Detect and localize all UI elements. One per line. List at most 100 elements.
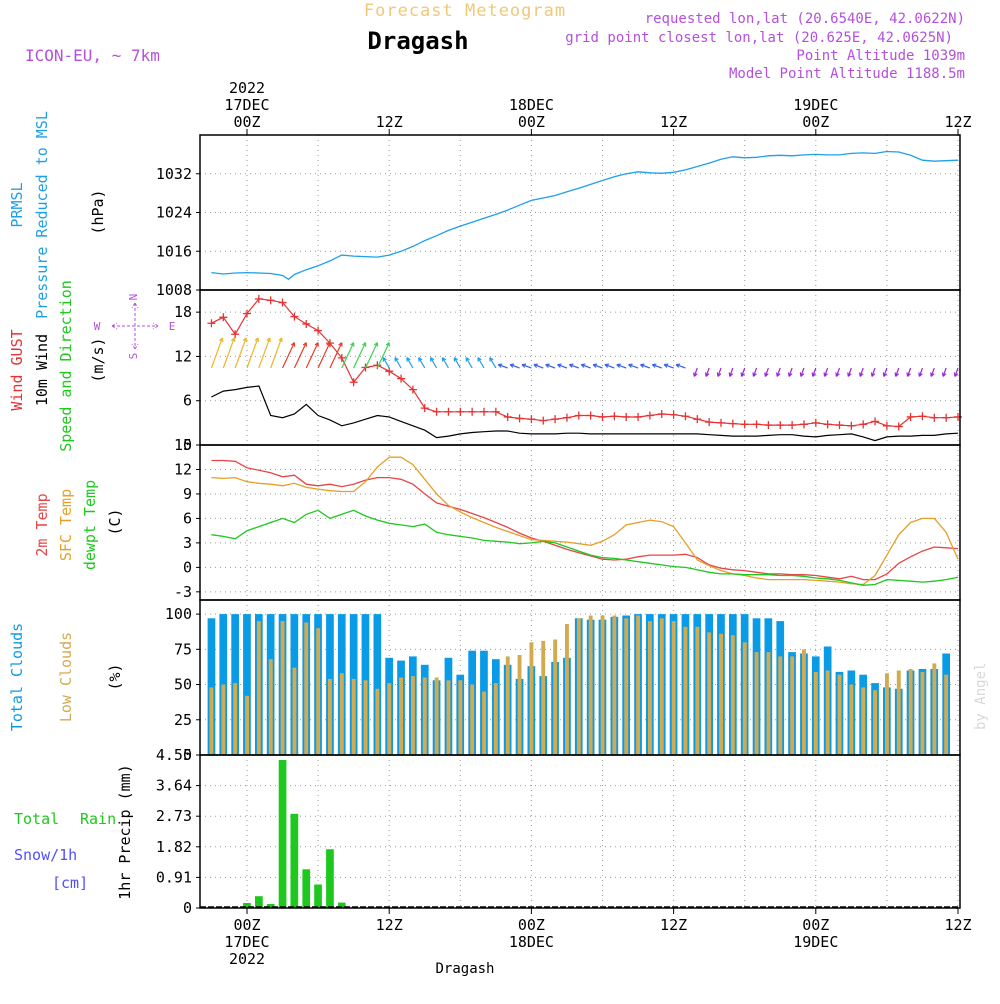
wind-arrowhead xyxy=(290,342,296,347)
low-cloud-bar xyxy=(387,683,392,755)
wind-arrow xyxy=(581,364,591,369)
wind-arrow xyxy=(942,367,947,377)
top-time-label: 12Z xyxy=(944,113,971,131)
pressure-line xyxy=(211,150,959,281)
bottom-time-label: 00Z xyxy=(518,916,545,934)
wind-arrow xyxy=(489,357,497,369)
gust-marker xyxy=(799,420,808,429)
top-time-label: 17DEC xyxy=(224,96,269,114)
rain-bar xyxy=(266,904,275,908)
gust-marker xyxy=(882,421,891,430)
wind-arrow xyxy=(859,367,864,377)
compass-rose xyxy=(111,302,159,350)
gust-marker xyxy=(314,326,323,335)
wind-arrowhead xyxy=(326,342,331,347)
low-cloud-bar xyxy=(802,649,806,755)
label-ms: (m/s) xyxy=(89,337,107,382)
wind-arrowhead xyxy=(545,363,550,368)
wind-arrow xyxy=(477,357,485,369)
wind-arrowhead xyxy=(219,337,224,342)
wind-arrowhead xyxy=(465,357,470,362)
gust-marker xyxy=(788,421,797,430)
gust-marker xyxy=(574,411,583,420)
y-tick-label: 100 xyxy=(165,605,192,623)
wind-arrowhead xyxy=(385,342,390,347)
gust-marker xyxy=(859,420,868,429)
wind-arrow xyxy=(776,367,781,377)
gust-marker xyxy=(681,412,690,421)
wind-arrowhead xyxy=(870,372,876,377)
wind-arrowhead xyxy=(509,363,515,368)
gust-marker xyxy=(243,309,251,318)
wind-arrow xyxy=(741,367,746,377)
wind-arrow xyxy=(918,367,924,377)
label-sfc-temp: SFC Temp xyxy=(57,489,75,561)
y-tick-label: 1024 xyxy=(156,204,192,222)
wind-arrow xyxy=(258,337,271,369)
wind-arrowhead xyxy=(847,372,852,377)
compass-s: S xyxy=(127,353,140,360)
y-tick-label: 0.91 xyxy=(156,868,192,886)
wind-arrowhead xyxy=(704,372,710,377)
label-speed-direction: Speed and Direction xyxy=(57,280,75,452)
label-percent: (%) xyxy=(106,663,124,690)
gust-marker xyxy=(432,407,441,416)
low-cloud-bar xyxy=(493,683,498,755)
label-precip: 1hr Precip (mm) xyxy=(116,764,134,899)
gust-marker xyxy=(515,414,524,423)
y-tick-label: 0 xyxy=(183,558,192,576)
wind-arrowhead xyxy=(382,357,387,362)
wind-arrowhead xyxy=(533,363,538,368)
low-cloud-bar xyxy=(778,656,783,755)
low-cloud-bar xyxy=(588,615,593,755)
wind-arrowhead xyxy=(477,357,482,362)
panel-clouds xyxy=(196,600,960,756)
wind-arrow xyxy=(705,367,710,377)
low-cloud-bar xyxy=(576,618,581,755)
gust-line xyxy=(211,298,959,428)
gust-marker xyxy=(847,421,856,430)
low-cloud-bar xyxy=(458,680,463,755)
wind-arrowhead xyxy=(521,363,527,368)
y-tick-label: 1.82 xyxy=(156,838,192,856)
gust-marker xyxy=(657,410,666,418)
gust-marker xyxy=(444,407,453,416)
low-cloud-bar xyxy=(766,652,771,755)
y-tick-label: 50 xyxy=(174,676,192,694)
gust-marker xyxy=(705,418,714,427)
label-total-clouds: Total Clouds xyxy=(8,623,26,731)
panel-wind xyxy=(196,290,962,446)
gust-marker xyxy=(942,413,951,422)
low-cloud-bar xyxy=(873,690,877,755)
wind-arrow xyxy=(341,342,355,369)
low-cloud-bar xyxy=(529,642,534,755)
wind-arrowhead xyxy=(453,357,458,362)
low-cloud-bar xyxy=(399,677,403,755)
low-cloud-bar xyxy=(209,687,214,755)
top-time-label: 2022 xyxy=(229,79,265,97)
low-cloud-bar xyxy=(245,695,249,755)
wind-arrow xyxy=(382,357,390,369)
wind-arrow xyxy=(930,367,935,377)
low-cloud-bar xyxy=(648,621,652,755)
gust-marker xyxy=(349,378,358,387)
gust-marker xyxy=(408,385,417,394)
low-cloud-bar xyxy=(695,626,700,755)
wind-arrowhead xyxy=(918,372,923,377)
panel-pressure xyxy=(196,135,960,291)
gust-marker xyxy=(693,415,702,424)
wind-arrowhead xyxy=(394,357,399,362)
low-cloud-bar xyxy=(363,680,368,755)
wind-arrow xyxy=(788,367,793,377)
top-time-label: 00Z xyxy=(518,113,545,131)
wind-arrowhead xyxy=(716,372,722,377)
gust-marker xyxy=(562,413,571,422)
wind-arrowhead xyxy=(906,372,911,377)
wind-arrow xyxy=(895,367,900,377)
gust-marker xyxy=(598,412,607,421)
top-time-label: 00Z xyxy=(233,113,260,131)
low-cloud-bar xyxy=(256,621,261,755)
low-cloud-bar xyxy=(434,677,439,755)
low-cloud-bar xyxy=(411,676,415,755)
